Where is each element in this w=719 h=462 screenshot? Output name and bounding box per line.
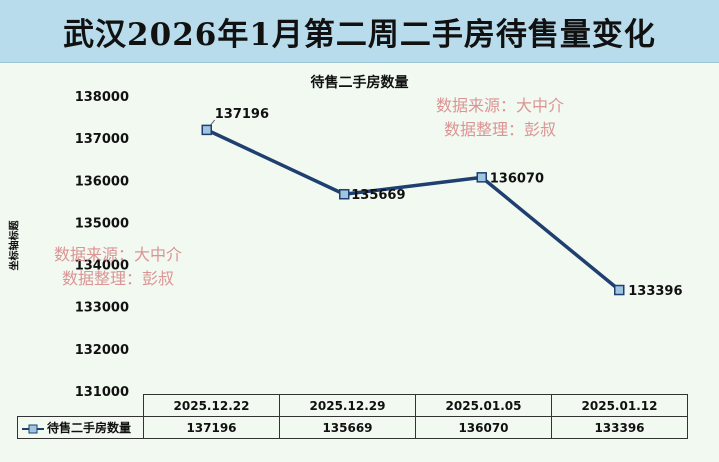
table-cell: 135669 xyxy=(279,416,416,439)
table-corner xyxy=(17,394,144,417)
data-point-marker xyxy=(339,188,350,200)
data-point-marker xyxy=(476,172,487,183)
table-header-row: 2025.12.22 2025.12.29 2025.01.05 2025.01… xyxy=(17,394,688,417)
table-category: 2025.12.22 xyxy=(143,394,280,417)
page-title: 武汉2026年1月第二周二手房待售量变化 xyxy=(63,16,656,53)
watermark-source: 数据来源：大中介 xyxy=(435,96,564,115)
table-category: 2025.01.05 xyxy=(415,394,552,417)
legend-label: 待售二手房数量 xyxy=(47,421,132,435)
title-band: 武汉2026年1月第二周二手房待售量变化 xyxy=(0,0,719,63)
y-tick-label: 136000 xyxy=(75,174,129,189)
chart-title: 待售二手房数量 xyxy=(310,75,409,91)
table-cell: 136070 xyxy=(415,416,552,439)
data-table: 2025.12.22 2025.12.29 2025.01.05 2025.01… xyxy=(17,394,688,439)
data-label: 133396 xyxy=(628,284,682,299)
data-label: 137196 xyxy=(215,107,269,122)
watermark-source: 数据来源：大中介 xyxy=(53,245,182,264)
watermark-top-right: 数据来源：大中介 数据整理：彭叔 xyxy=(410,94,590,142)
legend-key: 待售二手房数量 xyxy=(17,416,144,439)
watermark-editor: 数据整理：彭叔 xyxy=(61,269,174,288)
watermark-editor: 数据整理：彭叔 xyxy=(443,120,556,139)
y-tick-label: 137000 xyxy=(75,132,129,147)
watermark-left: 数据来源：大中介 数据整理：彭叔 xyxy=(28,243,208,291)
table-category: 2025.12.29 xyxy=(279,394,416,417)
y-tick-label: 135000 xyxy=(75,216,129,231)
y-tick-label: 132000 xyxy=(75,343,129,358)
table-category: 2025.01.12 xyxy=(551,394,688,417)
table-cell: 133396 xyxy=(551,416,688,439)
table-cell: 137196 xyxy=(143,416,280,439)
y-tick-label: 134000 xyxy=(75,259,129,274)
legend-line-marker-icon xyxy=(22,424,44,433)
table-row: 待售二手房数量 137196 135669 136070 133396 xyxy=(17,416,688,439)
data-label: 135669 xyxy=(351,188,405,203)
data-label: 136070 xyxy=(490,171,544,186)
series-line xyxy=(206,128,621,292)
y-tick-label: 133000 xyxy=(75,301,129,316)
y-tick-label: 138000 xyxy=(75,90,129,105)
data-point-marker xyxy=(614,284,625,296)
data-point-marker xyxy=(201,124,212,136)
